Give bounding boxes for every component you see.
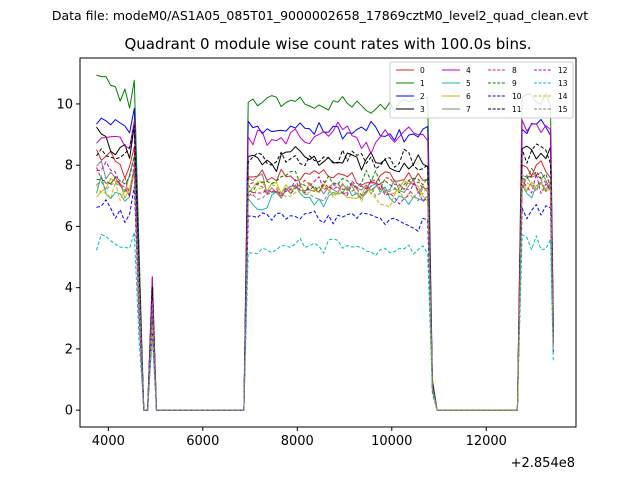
legend-label-10: 10 <box>512 92 522 101</box>
legend-label-14: 14 <box>558 92 568 101</box>
x-tick-label: 8000 <box>281 434 314 449</box>
x-offset-label: +2.854e8 <box>511 456 575 471</box>
y-tick-label: 0 <box>65 404 73 419</box>
legend-label-9: 9 <box>512 79 517 88</box>
y-tick-label: 2 <box>65 342 73 357</box>
legend-label-1: 1 <box>420 79 425 88</box>
x-tick-label: 4000 <box>92 434 125 449</box>
series-line-13 <box>96 231 554 411</box>
y-tick-label: 10 <box>56 97 73 112</box>
legend-box <box>389 61 574 119</box>
legend-label-11: 11 <box>512 105 522 114</box>
legend-label-7: 7 <box>466 105 471 114</box>
y-tick-label: 6 <box>65 220 73 235</box>
axes-frame <box>79 57 577 428</box>
x-tick-label: 6000 <box>186 434 219 449</box>
suptitle: Data file: modeM0/AS1A05_085T01_90000026… <box>52 8 588 23</box>
x-axis: 4000 6000 8000 10000 12000 <box>92 427 507 449</box>
legend-label-4: 4 <box>466 66 471 75</box>
legend-label-13: 13 <box>558 79 568 88</box>
chart-title: Quadrant 0 module wise count rates with … <box>124 35 531 53</box>
legend-label-3: 3 <box>420 105 425 114</box>
y-axis: 0 2 4 6 8 10 <box>56 97 80 419</box>
legend-label-15: 15 <box>558 105 568 114</box>
legend-label-5: 5 <box>466 79 471 88</box>
legend-label-8: 8 <box>512 66 517 75</box>
plot-area <box>96 74 554 411</box>
legend-label-2: 2 <box>420 92 425 101</box>
y-tick-label: 8 <box>65 159 73 174</box>
legend-label-0: 0 <box>420 66 425 75</box>
legend-label-12: 12 <box>558 66 568 75</box>
y-tick-label: 4 <box>65 281 73 296</box>
legend-label-6: 6 <box>466 92 471 101</box>
series-line-15 <box>96 167 554 411</box>
x-tick-label: 10000 <box>371 434 412 449</box>
x-tick-label: 12000 <box>466 434 507 449</box>
